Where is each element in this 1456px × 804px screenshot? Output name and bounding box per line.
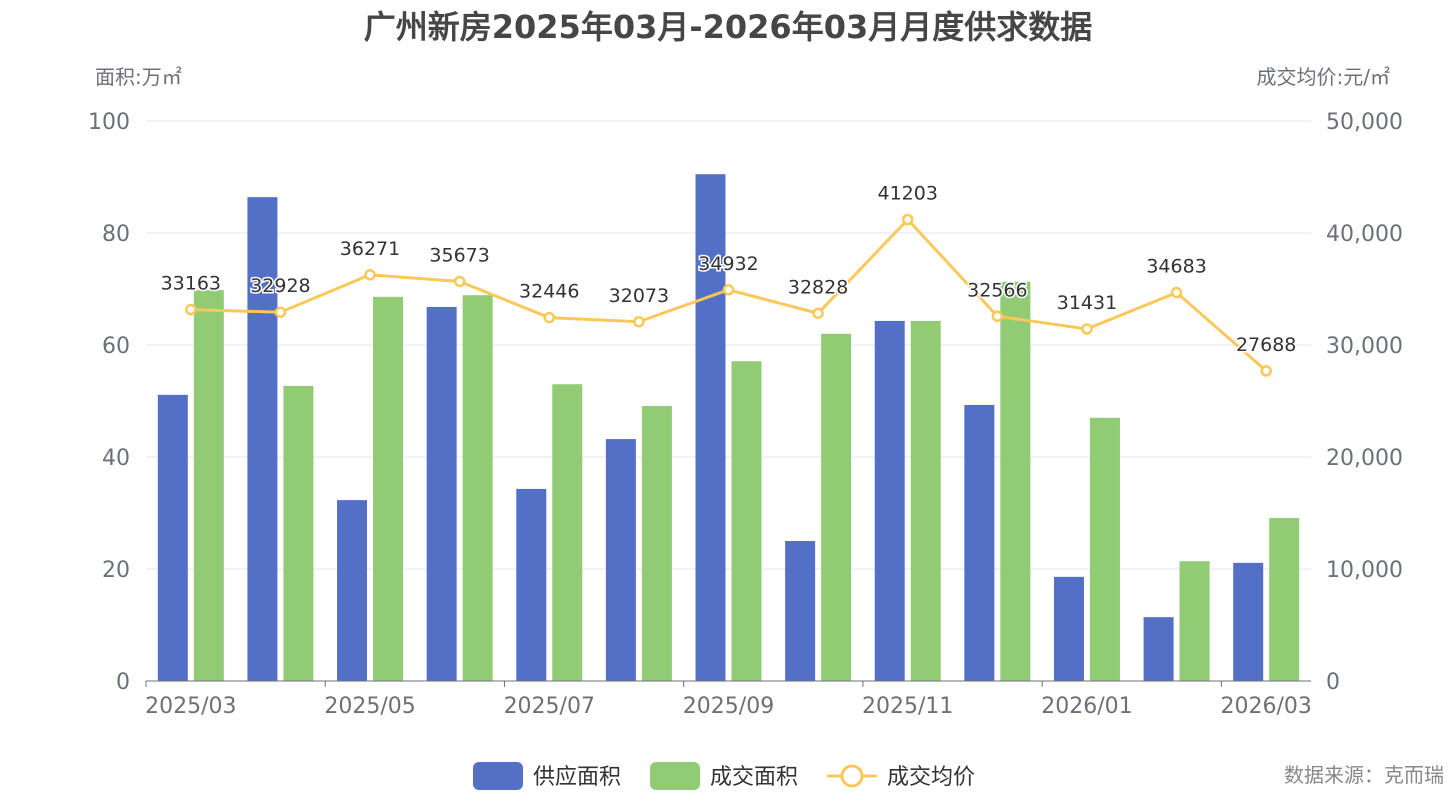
deal-bar[interactable] [1089, 417, 1120, 681]
price-data-label: 32446 [519, 281, 579, 303]
price-point[interactable] [1170, 286, 1183, 299]
right-axis-label: 成交均价:元/㎡ [1257, 65, 1390, 89]
price-data-label: 34932 [698, 253, 758, 275]
right-tick-label: 20,000 [1326, 446, 1403, 471]
legend-item[interactable]: 成交均价 [827, 764, 975, 790]
price-point[interactable] [722, 284, 735, 296]
x-tick-label: 2025/05 [324, 694, 415, 719]
deal-bar[interactable] [462, 295, 493, 681]
supply-bar[interactable] [157, 394, 188, 681]
left-tick-label: 0 [116, 670, 130, 695]
price-data-label: 32928 [250, 275, 310, 297]
price-data-label: 27688 [1236, 334, 1296, 356]
price-point[interactable] [185, 303, 197, 316]
deal-bar[interactable] [910, 320, 941, 681]
legend-item[interactable]: 供应面积 [473, 762, 621, 790]
supply-bar[interactable] [426, 306, 457, 681]
price-data-label: 36271 [340, 238, 400, 260]
chart-title: 广州新房2025年03月-2026年03月月度供求数据 [364, 8, 1092, 46]
deal-bar[interactable] [821, 333, 852, 681]
legend-item[interactable]: 成交面积 [650, 762, 798, 790]
legend-swatch [473, 762, 523, 790]
price-point[interactable] [364, 269, 376, 281]
left-tick-label: 40 [102, 446, 130, 471]
deal-bar[interactable] [1000, 281, 1031, 681]
supply-bar[interactable] [605, 439, 636, 681]
price-data-label: 32073 [609, 285, 669, 307]
price-data-label: 35673 [429, 244, 489, 266]
legend-swatch-marker [840, 764, 864, 788]
right-tick-label: 0 [1326, 670, 1340, 695]
x-tick-label: 2026/01 [1041, 694, 1132, 719]
x-tick-label: 2025/07 [504, 694, 595, 719]
deal-bar[interactable] [641, 406, 672, 681]
deal-bar[interactable] [552, 384, 583, 681]
price-point[interactable] [543, 311, 556, 324]
price-point[interactable] [991, 310, 1004, 323]
deal-bar[interactable] [1269, 518, 1300, 681]
legend-swatch [650, 762, 700, 790]
right-tick-label: 30,000 [1326, 334, 1403, 359]
price-point[interactable] [901, 213, 914, 226]
right-tick-label: 50,000 [1326, 110, 1403, 135]
left-tick-label: 100 [88, 110, 130, 135]
price-point[interactable] [1081, 323, 1093, 335]
supply-bar[interactable] [1233, 562, 1264, 681]
legend-label: 供应面积 [533, 765, 621, 790]
price-point[interactable] [1260, 365, 1272, 377]
supply-bar[interactable] [1053, 576, 1084, 681]
source-note: 数据来源：克而瑞 [1284, 763, 1444, 787]
deal-bar[interactable] [283, 385, 314, 681]
right-tick-label: 10,000 [1326, 558, 1403, 583]
left-axis-label: 面积:万㎡ [95, 65, 182, 89]
deal-bar[interactable] [731, 361, 762, 681]
price-data-label: 41203 [878, 183, 938, 205]
supply-bar[interactable] [785, 541, 816, 681]
price-data-label: 32566 [967, 279, 1027, 301]
supply-bar[interactable] [964, 404, 995, 681]
price-data-label: 31431 [1057, 292, 1117, 314]
left-tick-label: 80 [102, 222, 130, 247]
supply-bar[interactable] [874, 320, 905, 681]
deal-bar[interactable] [193, 290, 224, 681]
supply-bar[interactable] [247, 197, 278, 681]
price-point[interactable] [633, 316, 645, 328]
supply-bar[interactable] [695, 174, 726, 681]
legend-label: 成交均价 [887, 765, 975, 790]
x-tick-label: 2025/11 [862, 694, 953, 719]
x-tick-label: 2026/03 [1220, 694, 1311, 719]
price-data-label: 34683 [1146, 256, 1206, 278]
price-point[interactable] [453, 275, 466, 288]
price-data-label: 32828 [788, 276, 848, 298]
left-tick-label: 20 [102, 558, 130, 583]
price-point[interactable] [274, 306, 287, 318]
deal-bar[interactable] [1179, 561, 1210, 681]
right-tick-label: 40,000 [1326, 222, 1403, 247]
supply-bar[interactable] [1143, 617, 1174, 681]
deal-bar[interactable] [373, 296, 404, 681]
x-tick-label: 2025/03 [145, 694, 236, 719]
price-data-label: 33163 [161, 273, 221, 295]
price-point[interactable] [812, 307, 824, 320]
supply-bar[interactable] [337, 500, 368, 681]
legend-label: 成交面积 [710, 765, 798, 790]
left-tick-label: 60 [102, 334, 130, 359]
supply-bar[interactable] [516, 488, 547, 681]
x-tick-label: 2025/09 [683, 694, 774, 719]
